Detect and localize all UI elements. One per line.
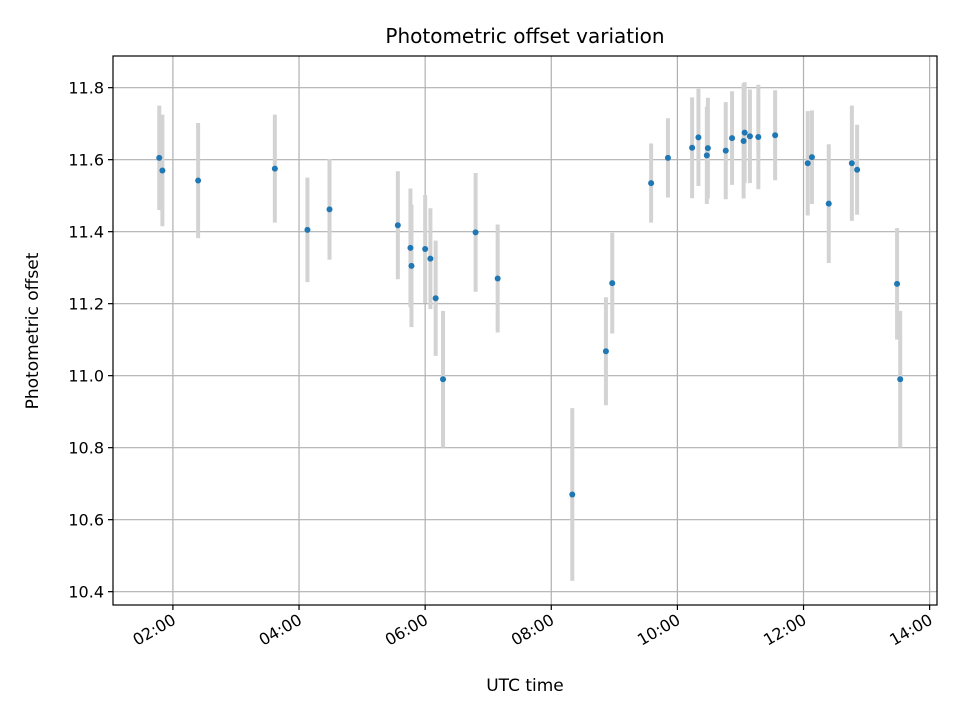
data-point: [609, 280, 616, 287]
y-axis: 10.4 10.6 10.8 11.0 11.2 11.4 11.6 11.8: [68, 79, 113, 602]
data-point: [897, 376, 904, 383]
chart-title: Photometric offset variation: [385, 24, 664, 48]
data-point: [746, 133, 753, 140]
data-point: [755, 134, 762, 140]
data-point: [729, 135, 736, 142]
data-point: [722, 147, 729, 154]
data-point: [304, 226, 311, 233]
plot-frame: [112, 55, 938, 606]
data-point: [689, 144, 696, 151]
data-point: [326, 206, 333, 213]
data-point: [804, 160, 811, 167]
data-point: [159, 167, 166, 174]
data-point: [569, 491, 576, 498]
data-point: [664, 154, 671, 161]
data-point: [156, 154, 163, 161]
data-point: [703, 152, 710, 159]
data-point: [894, 280, 901, 287]
y-tick-label: 11.0: [68, 367, 104, 386]
data-point: [772, 132, 779, 139]
y-tick-label: 11.4: [68, 223, 104, 242]
data-point: [808, 154, 815, 161]
data-point: [695, 134, 702, 141]
data-point: [825, 200, 832, 207]
y-tick-label: 11.6: [68, 151, 104, 170]
data-point: [472, 229, 479, 236]
y-tick-label: 10.6: [68, 511, 104, 530]
data-point: [422, 245, 429, 252]
data-point: [740, 137, 747, 144]
data-point: [427, 255, 434, 262]
grid: [113, 56, 937, 605]
data-point: [440, 376, 447, 383]
data-point: [854, 166, 861, 173]
y-tick-label: 10.4: [68, 583, 104, 602]
data-point: [848, 160, 855, 167]
data-point: [648, 180, 655, 187]
data-point: [432, 295, 439, 302]
data-point: [271, 165, 278, 172]
data-points: [156, 129, 904, 498]
y-tick-label: 10.8: [68, 439, 104, 458]
y-tick-label: 11.8: [68, 79, 104, 98]
data-point: [602, 348, 609, 355]
y-tick-label: 11.2: [68, 295, 104, 314]
x-axis-title: UTC time: [486, 676, 564, 696]
data-point: [407, 244, 414, 251]
data-point: [741, 129, 748, 136]
data-point: [408, 262, 415, 269]
data-point: [704, 145, 711, 152]
data-point: [494, 275, 501, 282]
data-point: [195, 177, 202, 184]
data-point: [394, 222, 401, 229]
y-axis-title: Photometric offset: [23, 252, 43, 409]
